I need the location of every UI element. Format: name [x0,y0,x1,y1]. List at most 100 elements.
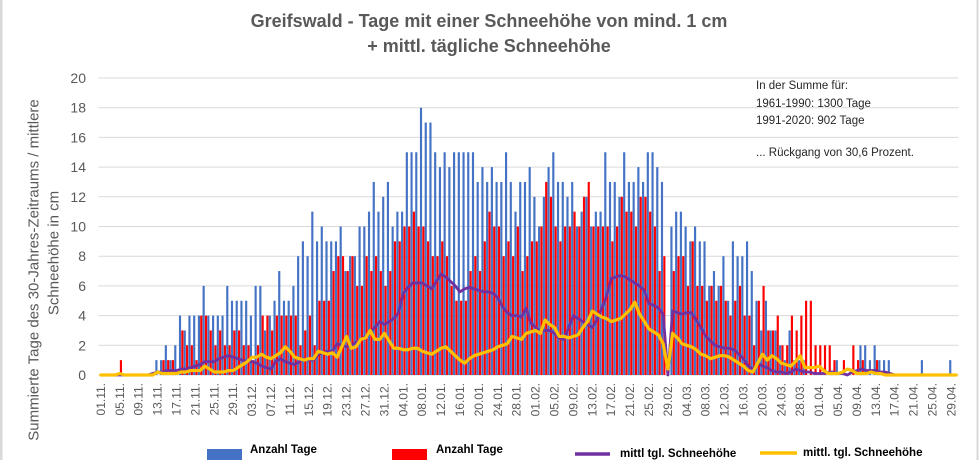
day-count-bar [304,330,307,375]
legend-item: mittl tgl. Schneehöhe [575,448,736,460]
day-count-bar [781,345,784,375]
day-count-bar [445,256,449,375]
day-count-bar [523,181,527,375]
day-count-bar [384,285,387,375]
day-count-bar [389,271,392,375]
day-count-bar [698,241,701,375]
day-count-bar [500,181,503,375]
day-count-bar [521,271,524,375]
line-series-group [99,272,958,377]
day-count-bar [528,167,531,375]
day-count-bar [207,315,210,375]
day-count-bar [228,345,231,375]
day-count-bar [212,315,215,375]
day-count-bar [566,196,569,375]
y-tick-label: 6 [78,278,86,294]
legend-swatch-bar [207,449,242,460]
day-count-bar [471,152,475,375]
day-count-bar [422,226,425,375]
x-tick-label: 21.02. [623,383,637,416]
day-count-bar [382,196,385,375]
day-count-bar [731,241,734,375]
day-count-bar [410,152,413,375]
x-axis-tick-labels: 01.11. 05.11. 09.11. 13.11. 17.11. 21.11. 25.1… [94,383,959,416]
day-count-bar [476,181,479,375]
day-count-bar [618,196,621,375]
y-tick-label: 0 [78,367,86,383]
day-count-bar [750,271,753,375]
x-tick-label: 16.01. [453,383,467,416]
day-count-bar [186,345,189,375]
day-count-bar [646,152,649,375]
day-count-bar [873,345,876,375]
day-count-bar [601,226,604,375]
chart-border-right [976,0,979,460]
day-count-bar [656,167,659,375]
day-count-bar [429,122,432,375]
day-count-bar [708,285,711,375]
chart-subtitle: + mittl. tägliche Schneehöhe [367,36,611,56]
day-count-bar [552,152,555,375]
day-count-bar [504,152,508,375]
day-count-bar [396,211,399,375]
day-count-bar [554,226,557,375]
day-count-bar [391,226,394,375]
day-count-bar [578,226,581,375]
day-count-bar [677,256,680,375]
day-count-bar [833,360,836,375]
mean-snow-depth-line [99,300,958,377]
day-count-bar [292,285,295,375]
day-count-bar [530,241,534,375]
y-tick-label: 18 [70,100,86,116]
x-tick-label: 12.03. [718,383,732,416]
day-count-bar [327,300,330,375]
annotation-line: In der Summe für: [756,80,848,92]
day-count-bar [443,152,446,375]
day-count-bar [582,196,586,375]
day-count-bar [193,315,196,375]
day-count-bar [190,345,193,375]
day-count-bar [767,330,770,375]
x-tick-label: 28.01. [510,383,524,416]
day-count-bar [301,241,304,375]
x-tick-label: 25.04. [926,383,940,416]
day-count-bar [762,285,765,375]
annotation-line: ... Rückgang von 30,6 Prozent. [756,147,914,159]
day-count-bar [783,360,786,375]
day-count-bar [556,181,560,375]
x-tick-label: 17.04. [888,383,902,416]
x-tick-label: 16.03. [737,383,751,416]
day-count-bar [738,285,742,375]
day-count-bar [478,271,482,375]
x-tick-label: 01.02. [529,383,543,416]
day-count-bar [315,241,319,375]
day-count-bar [571,181,574,375]
day-count-bar [238,330,241,375]
y-tick-label: 14 [70,159,86,175]
legend-swatch-bar [392,449,427,460]
day-count-bar [167,360,170,375]
x-tick-label: 29.11. [226,383,240,415]
day-count-bar [408,226,411,375]
legend-label: mittl. tgl. Schneehöhe [803,447,922,459]
day-count-bar [620,196,623,375]
day-count-bar [653,226,656,375]
y-axis-tick-labels: 0 2 4 6 8 10 12 14 16 18 20 [70,70,86,383]
day-count-bar [469,271,472,375]
day-count-bar [859,345,862,375]
day-count-bar [729,315,732,375]
x-tick-label: 27.12. [358,383,372,416]
day-count-bar [760,330,763,375]
day-count-bar [434,152,437,375]
day-count-bar [883,360,886,375]
day-count-bar [519,181,522,375]
day-count-bar [637,167,640,375]
day-count-bar [202,285,205,375]
day-count-bar [200,315,203,375]
day-count-bar [632,181,635,375]
day-count-bar [878,360,881,375]
day-count-bar [597,226,600,375]
bar-series-group [119,107,952,375]
